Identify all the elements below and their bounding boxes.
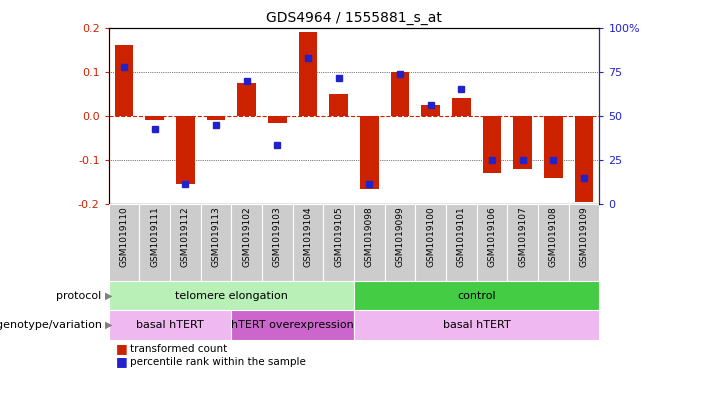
Bar xyxy=(329,94,348,116)
Bar xyxy=(238,83,256,116)
Bar xyxy=(200,204,231,281)
Bar xyxy=(262,204,293,281)
Text: GSM1019105: GSM1019105 xyxy=(334,207,343,267)
Bar xyxy=(514,116,532,169)
Text: GSM1019111: GSM1019111 xyxy=(150,207,159,267)
Bar xyxy=(115,45,133,116)
Text: GSM1019110: GSM1019110 xyxy=(119,207,128,267)
Text: GSM1019112: GSM1019112 xyxy=(181,207,190,267)
Bar xyxy=(569,204,599,281)
Text: ■: ■ xyxy=(116,355,131,368)
Text: ▶: ▶ xyxy=(105,320,113,330)
Bar xyxy=(109,310,231,340)
Text: GSM1019108: GSM1019108 xyxy=(549,207,558,267)
Text: basal hTERT: basal hTERT xyxy=(136,320,204,330)
Bar xyxy=(268,116,287,123)
Bar xyxy=(146,116,164,120)
Text: GSM1019106: GSM1019106 xyxy=(487,207,496,267)
Bar xyxy=(354,281,599,310)
Text: GSM1019099: GSM1019099 xyxy=(395,207,404,267)
Text: percentile rank within the sample: percentile rank within the sample xyxy=(130,356,306,367)
Bar xyxy=(477,204,508,281)
Text: GSM1019102: GSM1019102 xyxy=(242,207,251,267)
Text: ▶: ▶ xyxy=(105,291,113,301)
Bar xyxy=(231,310,354,340)
Text: protocol: protocol xyxy=(56,291,105,301)
Bar xyxy=(176,116,195,184)
Bar xyxy=(231,204,262,281)
Text: GSM1019104: GSM1019104 xyxy=(304,207,313,267)
Text: transformed count: transformed count xyxy=(130,344,227,354)
Bar xyxy=(323,204,354,281)
Bar xyxy=(575,116,593,202)
Bar xyxy=(421,105,440,116)
Text: telomere elongation: telomere elongation xyxy=(175,291,288,301)
Bar xyxy=(299,32,317,116)
Bar xyxy=(207,116,225,120)
Text: GSM1019100: GSM1019100 xyxy=(426,207,435,267)
Bar xyxy=(170,204,200,281)
Text: hTERT overexpression: hTERT overexpression xyxy=(231,320,354,330)
Bar xyxy=(538,204,569,281)
Bar xyxy=(483,116,501,173)
Bar xyxy=(544,116,562,178)
Text: GSM1019098: GSM1019098 xyxy=(365,207,374,267)
Text: GSM1019107: GSM1019107 xyxy=(518,207,527,267)
Text: ■: ■ xyxy=(116,342,131,356)
Text: GSM1019113: GSM1019113 xyxy=(212,207,221,267)
Bar xyxy=(293,204,323,281)
Bar xyxy=(385,204,415,281)
Bar xyxy=(109,204,139,281)
Bar xyxy=(139,204,170,281)
Bar xyxy=(452,98,470,116)
Text: GSM1019103: GSM1019103 xyxy=(273,207,282,267)
Bar xyxy=(415,204,446,281)
Bar xyxy=(360,116,379,189)
Text: GSM1019101: GSM1019101 xyxy=(457,207,466,267)
Text: genotype/variation: genotype/variation xyxy=(0,320,105,330)
Text: GSM1019109: GSM1019109 xyxy=(580,207,589,267)
Title: GDS4964 / 1555881_s_at: GDS4964 / 1555881_s_at xyxy=(266,11,442,25)
Bar xyxy=(109,281,354,310)
Bar xyxy=(391,72,409,116)
Bar xyxy=(354,204,385,281)
Text: basal hTERT: basal hTERT xyxy=(443,320,510,330)
Text: control: control xyxy=(457,291,496,301)
Bar xyxy=(446,204,477,281)
Bar xyxy=(508,204,538,281)
Bar xyxy=(354,310,599,340)
